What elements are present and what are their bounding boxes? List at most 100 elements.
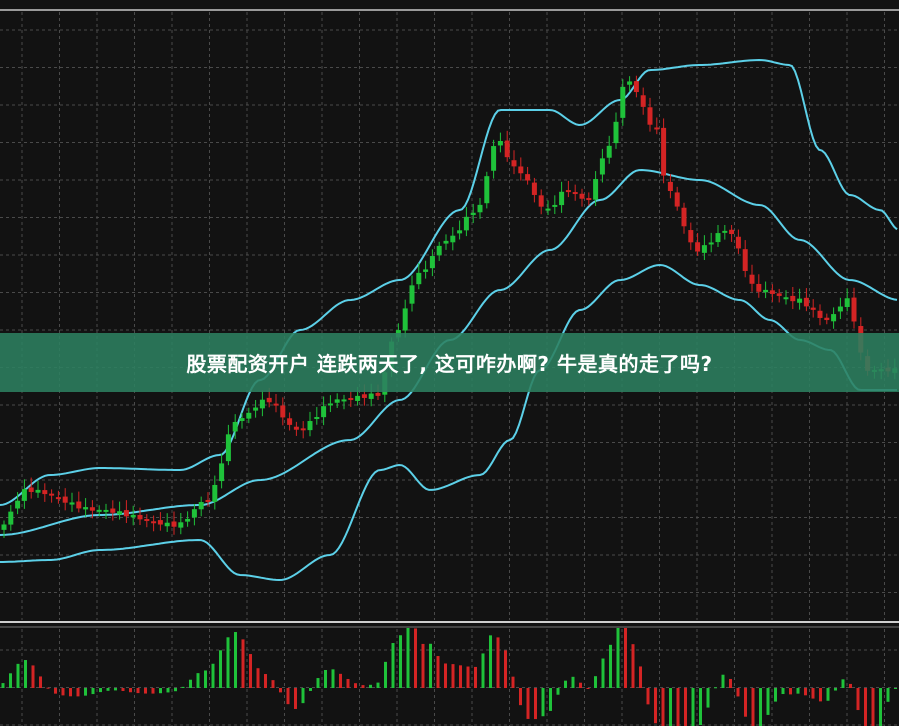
- candle-body: [103, 509, 109, 512]
- oscillator-bar: [616, 628, 620, 688]
- candle-body: [416, 272, 422, 285]
- candle-body: [525, 174, 531, 181]
- oscillator-bar: [31, 665, 35, 688]
- oscillator-bar: [166, 688, 170, 693]
- candle-body: [538, 195, 544, 207]
- oscillator-bar: [579, 682, 582, 688]
- candle-body: [89, 507, 95, 511]
- oscillator-bar: [369, 684, 372, 688]
- candle-body: [368, 393, 374, 399]
- oscillator-bar: [451, 664, 455, 688]
- oscillator-bar: [444, 663, 447, 688]
- oscillator-bar: [459, 665, 462, 688]
- candle-body: [314, 417, 320, 420]
- candle-body: [763, 289, 769, 293]
- candle-body: [409, 285, 415, 304]
- oscillator-bar: [856, 688, 860, 711]
- candle-body: [457, 230, 463, 234]
- candle-body: [232, 421, 238, 432]
- candle-body: [341, 399, 347, 402]
- candle-body: [266, 397, 272, 403]
- candle-body: [212, 484, 218, 502]
- candle-body: [191, 509, 197, 518]
- candle-body: [402, 308, 408, 331]
- oscillator-bar: [631, 644, 635, 688]
- oscillator-bar: [436, 656, 440, 688]
- oscillator-bar: [301, 688, 305, 704]
- oscillator-bar: [661, 688, 665, 726]
- oscillator-bar: [84, 688, 87, 696]
- oscillator-bar: [9, 673, 12, 688]
- oscillator-bar: [429, 643, 432, 688]
- oscillator-bar: [129, 688, 132, 693]
- candle-body: [42, 490, 48, 495]
- oscillator-bar: [189, 679, 192, 688]
- oscillator-bar: [819, 688, 822, 702]
- candle-body: [647, 107, 653, 125]
- candle-body: [171, 521, 177, 527]
- candle-body: [545, 208, 551, 211]
- oscillator-bar: [99, 688, 102, 693]
- oscillator-bar: [489, 635, 492, 688]
- oscillator-bar: [414, 628, 417, 688]
- oscillator-bar: [481, 653, 485, 688]
- candle-body: [450, 235, 456, 243]
- oscillator-bar: [256, 668, 260, 688]
- oscillator-bar: [466, 666, 470, 688]
- candle-body: [579, 193, 585, 199]
- candle-body: [824, 317, 830, 321]
- oscillator-bar: [399, 635, 402, 688]
- candle-body: [443, 240, 449, 244]
- candle-body: [463, 216, 469, 231]
- oscillator-bar: [219, 650, 222, 688]
- oscillator-bar: [624, 628, 627, 688]
- candle-body: [219, 463, 225, 482]
- candle-body: [307, 421, 313, 431]
- oscillator-bar: [69, 688, 72, 697]
- candle-body: [355, 395, 361, 401]
- oscillator-bar: [594, 676, 597, 688]
- oscillator-bar: [684, 688, 687, 726]
- candle-body: [518, 166, 524, 174]
- candle-body: [633, 81, 639, 93]
- oscillator-bar: [406, 628, 410, 688]
- candle-body: [708, 242, 714, 245]
- oscillator-bar: [279, 688, 282, 693]
- oscillator-bar: [751, 688, 755, 726]
- candle-body: [572, 192, 578, 195]
- candle-body: [137, 514, 143, 520]
- candle-body: [810, 307, 816, 310]
- candle-body: [661, 127, 667, 176]
- oscillator-bar: [16, 663, 20, 688]
- oscillator-bar: [541, 688, 545, 717]
- candle-body: [62, 496, 68, 503]
- oscillator-bar: [264, 674, 267, 688]
- oscillator-bar: [24, 660, 27, 688]
- oscillator-bar: [39, 676, 42, 688]
- oscillator-bar: [759, 688, 762, 726]
- oscillator-bar: [136, 688, 140, 694]
- oscillator-bar: [721, 674, 725, 688]
- oscillator-bar: [496, 637, 500, 688]
- oscillator-bar: [384, 661, 387, 688]
- oscillator-bar: [811, 688, 815, 699]
- candle-body: [531, 182, 537, 195]
- candle-body: [851, 297, 857, 322]
- oscillator-bar: [871, 688, 875, 726]
- bollinger-band: [0, 58, 898, 506]
- oscillator-bar: [159, 688, 162, 694]
- candle-body: [511, 160, 517, 167]
- caption-banner: 股票配资开户 连跌两天了, 这可咋办啊? 牛是真的走了吗?: [0, 333, 899, 392]
- candle-body: [559, 191, 565, 206]
- oscillator-bar: [361, 685, 365, 688]
- candle-body: [49, 493, 55, 496]
- oscillator-bar: [766, 688, 770, 715]
- oscillator-bar: [676, 688, 680, 726]
- candle-body: [117, 511, 123, 515]
- oscillator-bar: [234, 632, 237, 688]
- oscillator-bar: [781, 688, 785, 695]
- oscillator-bar: [504, 650, 507, 688]
- oscillator-bar: [609, 644, 612, 688]
- candle-body: [586, 198, 592, 201]
- caption-text: 股票配资开户 连跌两天了, 这可咋办啊? 牛是真的走了吗?: [186, 352, 713, 376]
